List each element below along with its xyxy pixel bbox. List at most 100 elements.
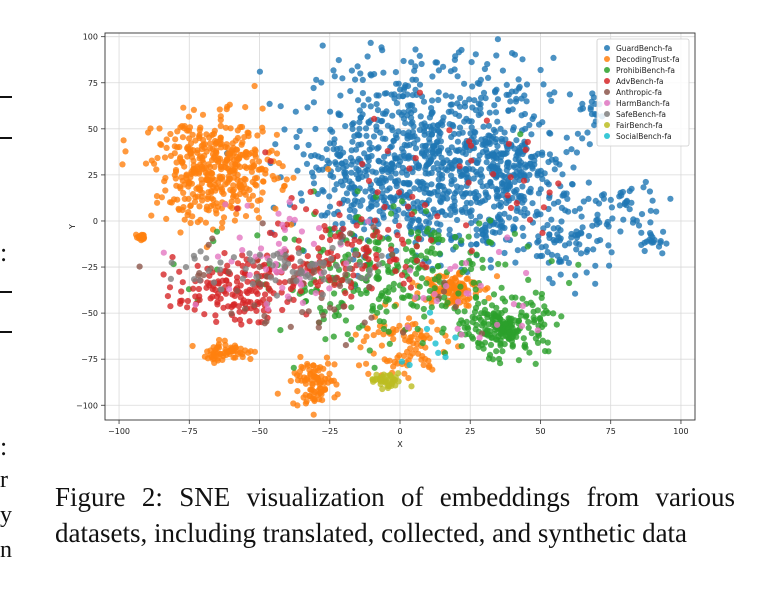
point-guardbench-fa xyxy=(528,131,535,138)
point-decodingtrust-fa xyxy=(163,136,170,143)
point-guardbench-fa xyxy=(538,244,545,251)
point-prohibibench-fa xyxy=(501,341,508,348)
point-guardbench-fa xyxy=(534,150,542,157)
point-decodingtrust-fa xyxy=(196,155,203,162)
point-advbench-fa xyxy=(540,204,547,211)
point-decodingtrust-fa xyxy=(426,362,433,369)
point-advbench-fa xyxy=(167,303,174,310)
point-guardbench-fa xyxy=(367,185,374,192)
point-anthropic-fa xyxy=(310,269,318,276)
point-guardbench-fa xyxy=(587,104,594,111)
point-decodingtrust-fa xyxy=(334,391,341,398)
point-guardbench-fa xyxy=(296,127,303,135)
point-decodingtrust-fa xyxy=(181,216,188,223)
legend-label-harmbanch-fa: HarmBanch-fa xyxy=(616,99,670,108)
point-prohibibench-fa xyxy=(493,336,500,343)
point-guardbench-fa xyxy=(569,181,576,188)
point-decodingtrust-fa xyxy=(463,276,470,283)
point-guardbench-fa xyxy=(549,280,556,287)
point-prohibibench-fa xyxy=(520,335,527,342)
point-decodingtrust-fa xyxy=(181,163,188,170)
point-decodingtrust-fa xyxy=(196,131,203,138)
point-guardbench-fa xyxy=(347,154,354,162)
point-harmbanch-fa xyxy=(518,322,526,329)
point-harmbanch-fa xyxy=(433,297,440,305)
point-harmbanch-fa xyxy=(462,260,470,267)
point-advbench-fa xyxy=(522,146,529,153)
point-decodingtrust-fa xyxy=(167,199,174,206)
point-guardbench-fa xyxy=(563,190,570,197)
point-guardbench-fa xyxy=(608,204,616,211)
point-safebench-fa xyxy=(242,265,249,272)
point-guardbench-fa xyxy=(577,250,585,257)
point-guardbench-fa xyxy=(657,239,664,246)
legend-marker-anthropic-fa xyxy=(604,89,610,95)
point-prohibibench-fa xyxy=(386,340,393,347)
point-guardbench-fa xyxy=(606,262,613,269)
point-guardbench-fa xyxy=(454,216,461,224)
point-safebench-fa xyxy=(182,264,190,271)
point-guardbench-fa xyxy=(324,209,331,216)
point-guardbench-fa xyxy=(421,131,428,138)
point-guardbench-fa xyxy=(281,126,288,133)
point-advbench-fa xyxy=(297,288,304,295)
point-guardbench-fa xyxy=(472,51,479,58)
point-guardbench-fa xyxy=(620,216,627,223)
point-guardbench-fa xyxy=(425,170,432,177)
point-prohibibench-fa xyxy=(290,364,297,371)
point-harmbanch-fa xyxy=(365,218,372,225)
point-decodingtrust-fa xyxy=(391,358,398,366)
point-decodingtrust-fa xyxy=(311,368,318,375)
point-guardbench-fa xyxy=(408,109,415,116)
point-prohibibench-fa xyxy=(470,279,477,286)
point-advbench-fa xyxy=(262,291,269,298)
point-guardbench-fa xyxy=(526,121,533,129)
point-guardbench-fa xyxy=(448,93,455,100)
point-guardbench-fa xyxy=(313,164,320,171)
point-prohibibench-fa xyxy=(424,248,431,255)
point-decodingtrust-fa xyxy=(409,321,416,328)
point-guardbench-fa xyxy=(417,113,424,120)
point-advbench-fa xyxy=(351,236,358,243)
point-guardbench-fa xyxy=(412,46,419,53)
margin-rule-2 xyxy=(0,137,12,139)
point-prohibibench-fa xyxy=(481,306,489,313)
point-prohibibench-fa xyxy=(494,313,501,320)
point-guardbench-fa xyxy=(474,171,481,178)
point-prohibibench-fa xyxy=(431,250,438,257)
point-decodingtrust-fa xyxy=(181,181,188,188)
point-decodingtrust-fa xyxy=(220,190,227,197)
point-guardbench-fa xyxy=(344,197,351,204)
point-guardbench-fa xyxy=(333,145,340,153)
point-decodingtrust-fa xyxy=(218,186,226,193)
point-guardbench-fa xyxy=(428,156,435,163)
point-prohibibench-fa xyxy=(423,208,430,215)
point-decodingtrust-fa xyxy=(247,355,254,363)
point-decodingtrust-fa xyxy=(324,360,332,367)
point-guardbench-fa xyxy=(378,184,386,191)
point-prohibibench-fa xyxy=(419,340,426,347)
point-prohibibench-fa xyxy=(380,318,387,325)
point-safebench-fa xyxy=(362,275,369,282)
point-guardbench-fa xyxy=(440,159,447,166)
point-guardbench-fa xyxy=(430,127,438,134)
point-advbench-fa xyxy=(463,222,470,229)
point-guardbench-fa xyxy=(355,132,362,139)
point-prohibibench-fa xyxy=(495,260,502,268)
point-decodingtrust-fa xyxy=(259,105,266,112)
point-harmbanch-fa xyxy=(452,263,459,270)
point-decodingtrust-fa xyxy=(230,354,237,361)
point-prohibibench-fa xyxy=(403,258,411,265)
x-tick-label: 100 xyxy=(673,427,688,436)
legend-marker-decodingtrust-fa xyxy=(604,56,610,62)
point-prohibibench-fa xyxy=(331,290,338,297)
point-guardbench-fa xyxy=(497,203,504,210)
point-guardbench-fa xyxy=(520,232,527,240)
point-guardbench-fa xyxy=(378,44,385,51)
point-prohibibench-fa xyxy=(452,243,459,250)
x-tick-label: 50 xyxy=(535,427,545,436)
y-tick-label: −75 xyxy=(81,355,98,364)
point-guardbench-fa xyxy=(546,91,553,98)
point-guardbench-fa xyxy=(461,80,468,87)
point-advbench-fa xyxy=(231,316,238,323)
